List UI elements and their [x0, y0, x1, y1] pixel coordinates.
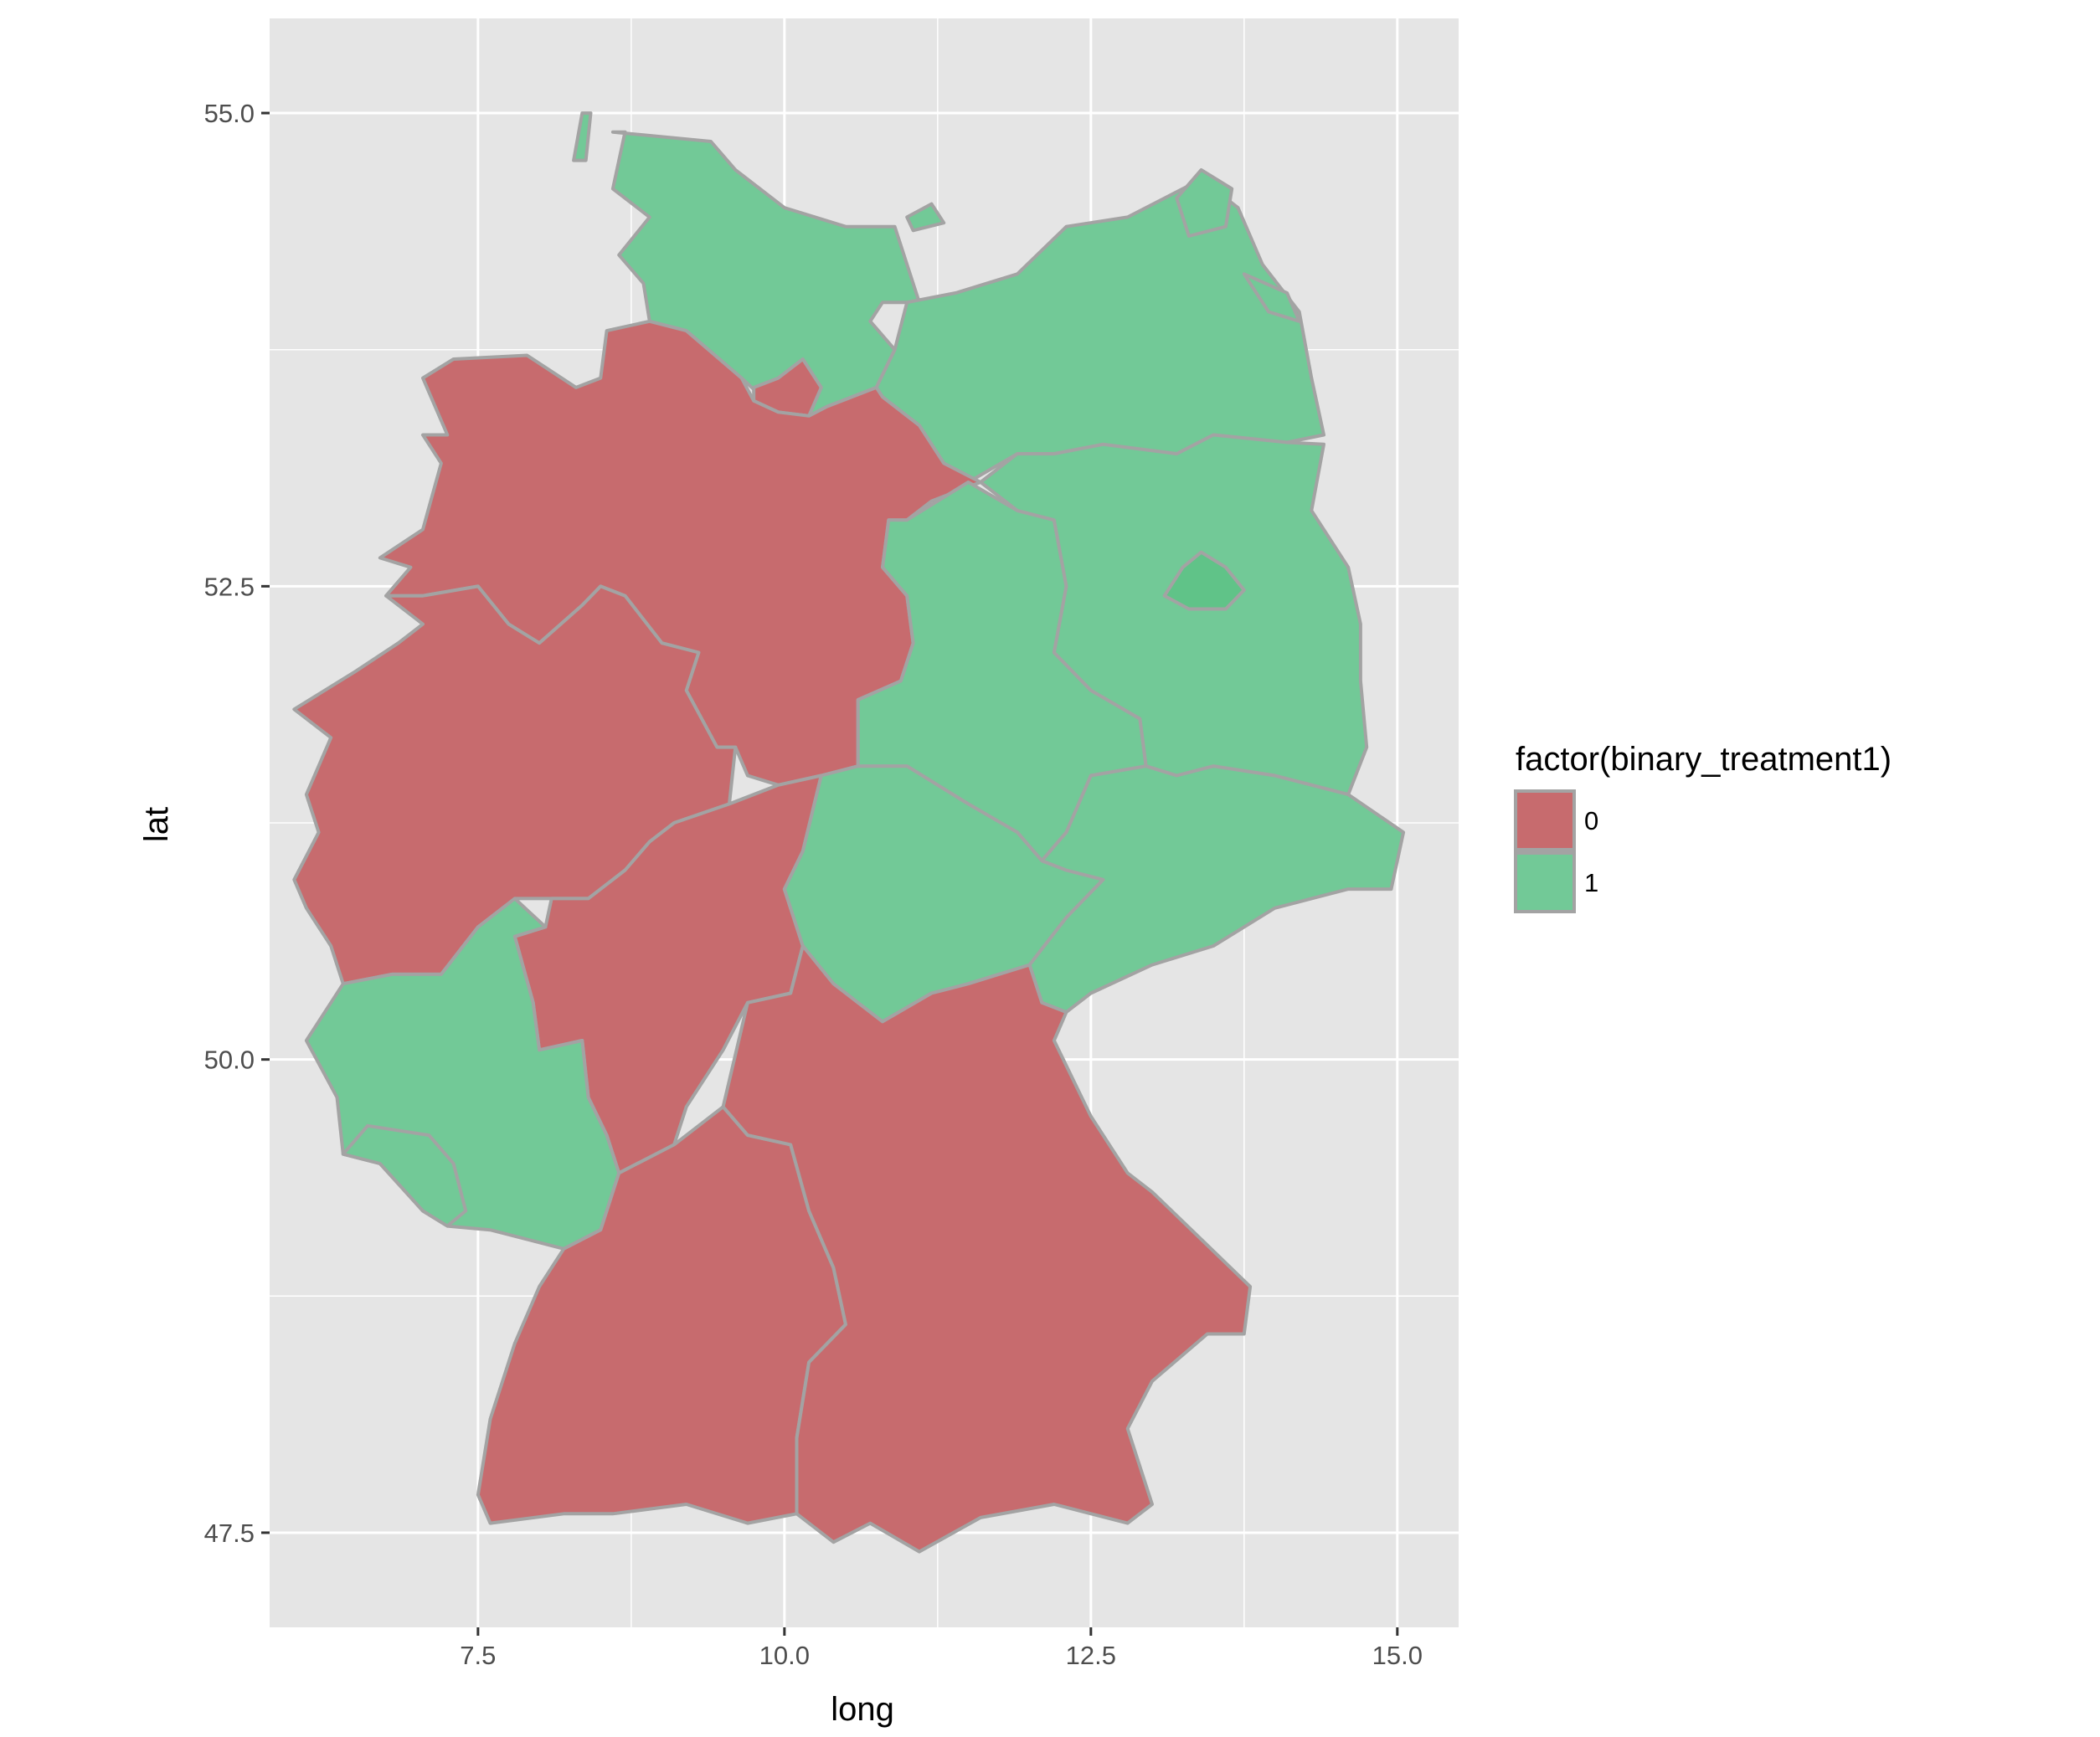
x-tick-label: 10.0	[759, 1641, 810, 1670]
x-tick-label: 7.5	[460, 1641, 496, 1670]
region-sylt	[572, 111, 593, 162]
x-tick-label: 15.0	[1372, 1641, 1423, 1670]
legend-key-1	[1514, 851, 1576, 913]
legend-label-1: 1	[1584, 868, 1598, 897]
axis-ticks: 7.5 10.0 12.5 15.0 55.0 52.5 50.0 47.5	[204, 99, 1423, 1670]
x-tick-label: 12.5	[1066, 1641, 1116, 1670]
y-tick-label: 47.5	[204, 1519, 255, 1548]
region-saarland	[341, 1123, 468, 1228]
legend-title: factor(binary_treatment1)	[1516, 741, 1892, 778]
region-berlin	[1162, 550, 1246, 611]
map-regions	[292, 111, 1406, 1554]
y-tick-label: 52.5	[204, 572, 255, 601]
legend-entries: 01	[1514, 789, 1598, 913]
region-usedom	[1242, 272, 1301, 323]
legend-label-0: 0	[1584, 806, 1598, 835]
region-brandenburg	[979, 433, 1369, 797]
region-fehmarn	[905, 202, 946, 233]
legend: factor(binary_treatment1) 01	[1514, 741, 1892, 913]
legend-key-0	[1514, 789, 1576, 851]
y-axis-title: lat	[138, 807, 175, 842]
region-ruegen	[1175, 167, 1234, 238]
y-tick-label: 50.0	[204, 1046, 255, 1075]
x-axis-title: long	[831, 1691, 894, 1728]
region-sachsen	[1027, 764, 1406, 1015]
y-tick-label: 55.0	[204, 99, 255, 128]
region-bayern	[721, 944, 1253, 1554]
